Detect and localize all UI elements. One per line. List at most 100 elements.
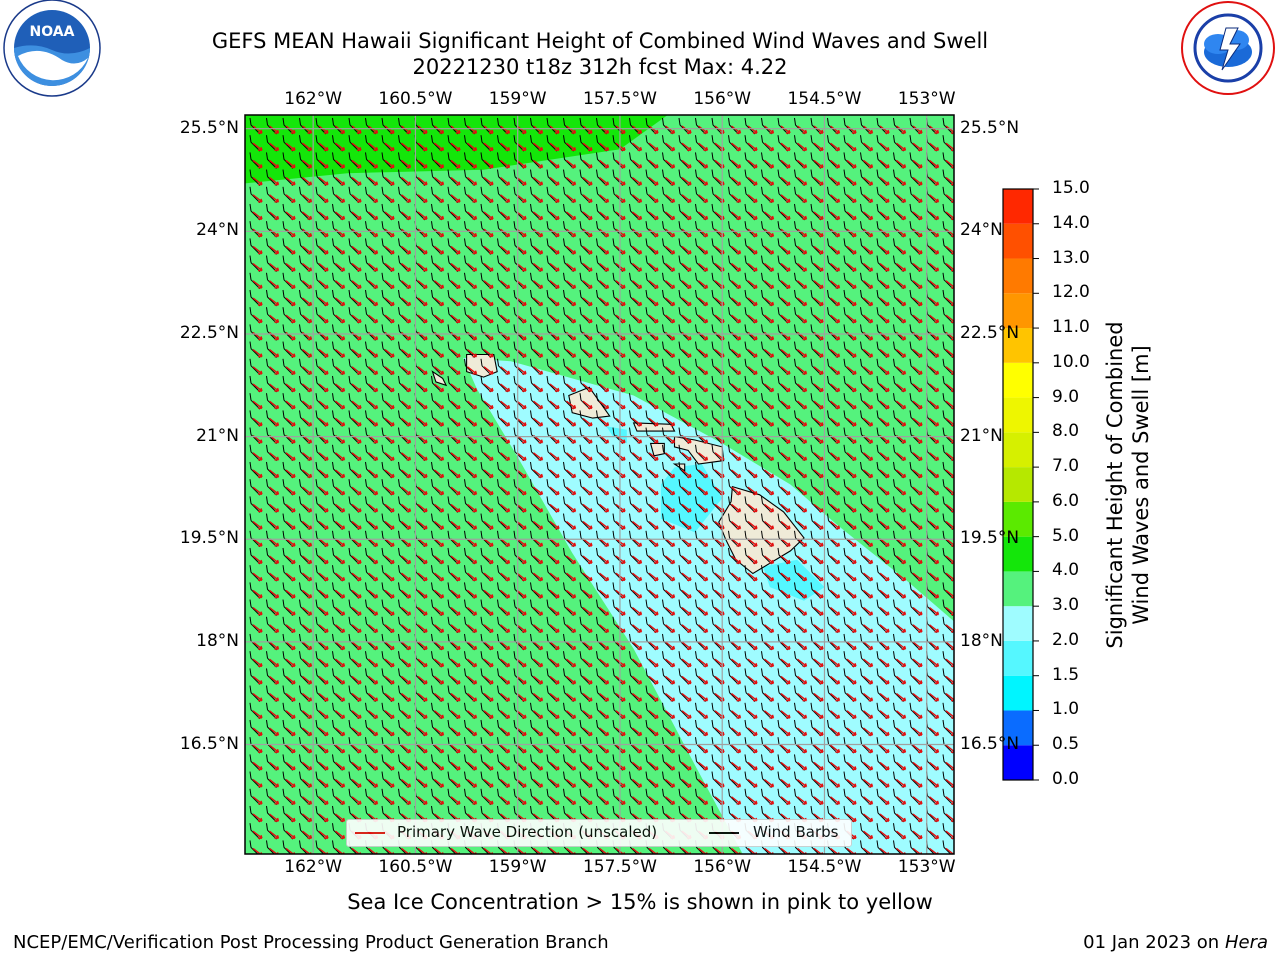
wave-direction-arrow (450, 177, 461, 186)
wave-direction-arrow (417, 349, 428, 358)
wave-direction-arrow (516, 263, 527, 272)
wave-direction-arrow (483, 280, 494, 289)
wave-direction-arrow (318, 607, 329, 616)
wave-direction-arrow (368, 744, 379, 753)
wave-direction-arrow (434, 194, 445, 203)
wave-direction-arrow (335, 641, 346, 650)
wave-direction-arrow (533, 521, 544, 530)
wave-direction-arrow (252, 245, 263, 255)
wave-direction-arrow (269, 349, 280, 358)
wave-direction-arrow (434, 452, 445, 461)
wave-direction-arrow (417, 503, 428, 513)
wave-direction-arrow (500, 503, 511, 513)
wave-direction-arrow (417, 314, 428, 323)
wave-direction-arrow (302, 538, 313, 547)
colorbar-swatch (1003, 362, 1033, 398)
chart-subtitle: 20221230 t18z 312h fcst Max: 4.22 (412, 55, 788, 79)
wave-direction-arrow (302, 177, 313, 186)
wave-direction-arrow (285, 297, 296, 306)
wave-direction-arrow (500, 658, 511, 667)
wave-direction-arrow (302, 469, 313, 478)
wave-direction-arrow (533, 366, 544, 375)
wave-direction-arrow (483, 469, 494, 478)
wave-direction-arrow (417, 452, 428, 461)
wave-direction-arrow (318, 710, 329, 719)
wave-direction-arrow (285, 211, 296, 220)
wave-direction-arrow (533, 538, 544, 547)
wave-direction-arrow (533, 417, 544, 427)
wave-direction-arrow (269, 452, 280, 461)
wave-direction-arrow (500, 245, 511, 255)
wave-direction-arrow (384, 521, 395, 530)
wave-direction-arrow (384, 263, 395, 272)
colorbar-tick-label: 11.0 (1052, 317, 1090, 338)
wave-direction-arrow (351, 125, 362, 134)
wave-direction-arrow (483, 727, 494, 736)
wave-direction-arrow (269, 211, 280, 220)
wave-direction-arrow (335, 280, 346, 289)
wave-direction-arrow (384, 280, 395, 289)
wave-direction-arrow (302, 521, 313, 530)
lon-tick-bottom: 159°W (488, 857, 547, 877)
wave-direction-arrow (269, 813, 280, 822)
wave-direction-arrow (566, 400, 577, 409)
wave-direction-arrow (516, 486, 527, 495)
wave-direction-arrow (434, 177, 445, 186)
wave-direction-arrow (285, 572, 296, 581)
wave-direction-arrow (269, 830, 280, 839)
wave-direction-arrow (434, 779, 445, 788)
wave-direction-arrow (302, 572, 313, 581)
wave-direction-arrow (401, 263, 412, 272)
wave-direction-arrow (335, 125, 346, 134)
wave-direction-arrow (384, 693, 395, 702)
wave-direction-arrow (467, 744, 478, 753)
wave-direction-arrow (351, 555, 362, 564)
wave-direction-arrow (533, 589, 544, 599)
niihau-island (431, 370, 448, 387)
wave-direction-arrow (450, 263, 461, 272)
wave-direction-arrow (516, 245, 527, 255)
wave-direction-arrow (549, 452, 560, 461)
wave-direction-arrow (318, 796, 329, 805)
wave-direction-arrow (252, 314, 263, 323)
colorbar-swatch (1003, 640, 1033, 676)
wave-direction-arrow (368, 211, 379, 220)
wave-direction-arrow (500, 228, 511, 237)
wave-direction-arrow (252, 211, 263, 220)
wave-direction-arrow (417, 589, 428, 599)
wave-direction-arrow (302, 693, 313, 702)
wave-direction-arrow (467, 555, 478, 564)
wave-direction-arrow (450, 400, 461, 409)
wave-direction-arrow (483, 452, 494, 461)
wave-direction-arrow (351, 624, 362, 633)
wave-direction-arrow (318, 366, 329, 375)
wave-direction-arrow (467, 417, 478, 427)
wave-direction-arrow (351, 452, 362, 461)
wave-direction-arrow (318, 194, 329, 203)
wave-direction-arrow (483, 744, 494, 753)
wave-direction-arrow (351, 400, 362, 409)
wind-barb (299, 840, 308, 854)
wave-direction-arrow (500, 194, 511, 203)
wave-direction-arrow (368, 589, 379, 599)
wave-direction-arrow (368, 366, 379, 375)
wave-direction-arrow (434, 555, 445, 564)
wave-direction-arrow (335, 159, 346, 169)
wave-direction-arrow (302, 710, 313, 719)
wave-direction-arrow (335, 813, 346, 822)
wave-direction-arrow (549, 366, 560, 375)
wave-direction-arrow (566, 125, 577, 134)
wave-direction-arrow (516, 538, 527, 547)
wave-direction-arrow (549, 142, 560, 151)
wave-direction-arrow (450, 521, 461, 530)
wave-direction-arrow (335, 572, 346, 581)
wave-direction-arrow (566, 469, 577, 478)
wave-direction-arrow (335, 555, 346, 564)
wave-direction-arrow (450, 452, 461, 461)
wave-direction-arrow (318, 159, 329, 169)
wave-direction-arrow (500, 486, 511, 495)
wave-direction-arrow (384, 177, 395, 186)
colorbar-tick-label: 14.0 (1052, 212, 1090, 233)
wave-direction-arrow (417, 159, 428, 169)
wave-direction-arrow (351, 796, 362, 805)
